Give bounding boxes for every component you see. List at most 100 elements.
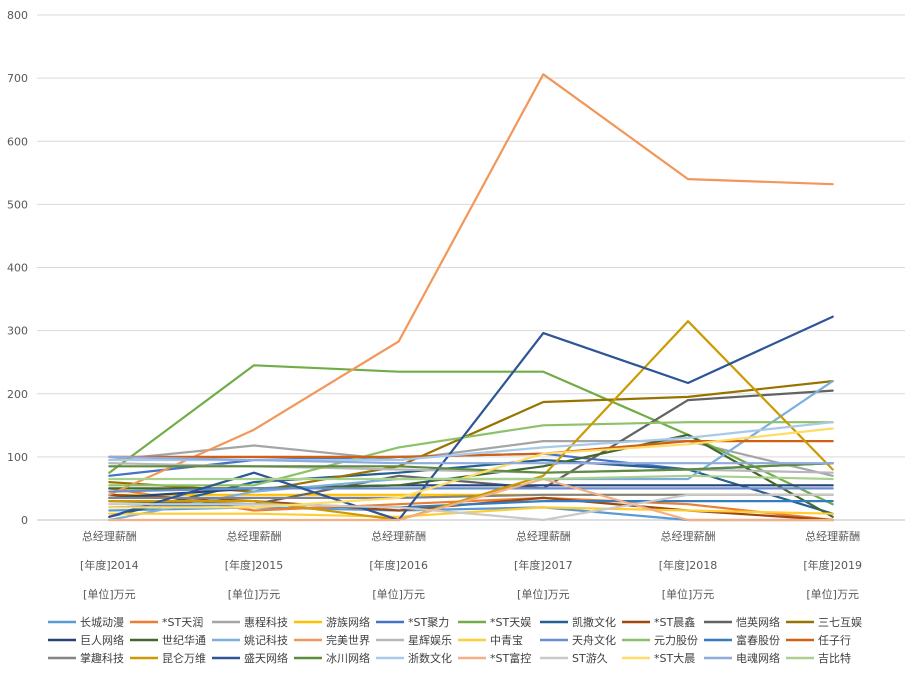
x-tick-label-year: [年度]2019 [803,558,862,572]
x-tick-label-line1: 总经理薪酬 [371,529,426,543]
series-line-26 [108,477,834,522]
x-tick-label-line1: 总经理薪酬 [516,529,571,543]
legend-label: 姚记科技 [244,633,288,647]
legend-item: 恺英网络 [704,615,780,629]
series-line-18 [108,421,834,487]
legend-label: *ST天娱 [490,615,531,629]
legend-item: 盛天网络 [212,651,288,665]
legend-label: *ST聚力 [408,616,449,629]
legend-label: 星辉娱乐 [408,633,452,647]
legend-item: 掌趣科技 [48,651,124,665]
legend-label: 天舟文化 [572,633,616,647]
series-line-28 [108,427,834,509]
legend-label: 凯撒文化 [572,615,616,629]
x-tick-label-unit: [单位]万元 [228,587,281,601]
legend-label: 盛天网络 [244,651,288,665]
y-tick-label: 500 [7,198,28,211]
legend-item: 三七互娱 [786,615,862,629]
legend-label: 长城动漫 [80,615,124,629]
legend-item: *ST天润 [130,615,203,629]
y-tick-label: 300 [7,325,28,338]
legend-item: 天舟文化 [540,633,616,647]
y-tick-label: 600 [7,135,28,148]
legend-label: 惠程科技 [244,615,288,629]
series-line-17 [108,487,834,493]
legend-label: 冰川网络 [326,651,370,665]
x-tick-label-line1: 总经理薪酬 [805,529,860,543]
legend-item: 元力股份 [622,634,698,647]
legend-item: ST游久 [540,652,608,665]
legend-label: 世纪华通 [162,633,206,647]
legend-item: 姚记科技 [212,633,288,647]
y-axis: 0 100 200 300 400 500 600 700 800 [7,9,28,527]
gridlines [37,14,905,521]
series-line-30 [108,474,834,481]
legend-label: *ST天润 [162,615,203,629]
legend-label: 任子行 [818,634,851,647]
legend-item: *ST天娱 [458,615,531,629]
x-tick-label-year: [年度]2018 [659,558,718,572]
x-tick-label-line1: 总经理薪酬 [661,529,716,543]
legend-item: *ST晨鑫 [622,615,695,629]
series-line-24 [108,462,834,474]
y-tick-label: 800 [7,9,28,22]
legend-label: 元力股份 [654,634,698,647]
legend-label: 巨人网络 [80,633,124,647]
x-tick-label-year: [年度]2015 [225,558,284,572]
y-tick-label: 100 [7,451,28,464]
series-line-16 [108,506,834,518]
x-tick-label-unit: [单位]万元 [83,587,136,601]
legend-label: 浙数文化 [408,651,452,665]
legend-label: 恺英网络 [736,615,780,629]
series-line-9 [108,389,834,506]
legend-item: 长城动漫 [48,615,124,629]
legend-label: ST游久 [572,652,608,665]
legend-item: 世纪华通 [130,633,206,647]
legend-item: 富春股份 [704,633,780,647]
legend-item: *ST大晨 [622,651,695,665]
x-tick-label-line1: 总经理薪酬 [82,529,137,543]
legend-item: 电魂网络 [704,651,780,665]
legend-item: 完美世界 [294,633,370,647]
legend-label: 完美世界 [326,633,370,647]
legend-label: 掌趣科技 [80,651,124,665]
legend-label: *ST富控 [490,651,531,665]
legend-item: 冰川网络 [294,651,370,665]
series-lines [108,73,834,522]
x-tick-label-unit: [单位]万元 [662,587,715,601]
legend-item: 吉比特 [786,651,851,665]
x-tick-label-unit: [单位]万元 [806,587,859,601]
legend-item: 昆仑万维 [130,651,206,665]
legend-label: *ST大晨 [654,651,695,665]
legend-item: *ST聚力 [376,616,449,629]
legend-item: 惠程科技 [212,615,288,629]
y-tick-label: 400 [7,262,28,275]
series-line-14 [108,73,834,496]
x-tick-label-year: [年度]2014 [80,558,139,572]
legend-label: 昆仑万维 [162,651,206,665]
x-tick-label-unit: [单位]万元 [372,587,425,601]
x-axis: 总经理薪酬[年度]2014[单位]万元总经理薪酬[年度]2015[单位]万元总经… [80,529,862,601]
x-tick-label-line1: 总经理薪酬 [227,529,282,543]
legend-item: 凯撒文化 [540,615,616,629]
legend-item: *ST富控 [458,651,531,665]
legend-label: 吉比特 [818,651,851,665]
legend-item: 星辉娱乐 [376,633,452,647]
x-tick-label-year: [年度]2016 [369,558,428,572]
x-tick-label-unit: [单位]万元 [517,587,570,601]
series-line-29 [108,455,834,465]
legend-label: 三七互娱 [818,615,862,629]
y-tick-label: 0 [21,514,28,527]
legend: 长城动漫 *ST天润 惠程科技 游族网络 *ST聚力 *ST天娱 凯撒文化 *ST晨鑫 恺英网络… [48,615,862,665]
x-tick-label-year: [年度]2017 [514,558,573,572]
series-line-27 [108,493,834,522]
series-line-6 [108,364,834,506]
legend-item: 中青宝 [458,633,523,647]
legend-item: 任子行 [786,634,851,647]
y-tick-label: 200 [7,388,28,401]
legend-item: 游族网络 [294,615,370,629]
legend-label: 电魂网络 [736,651,780,665]
y-tick-label: 700 [7,72,28,85]
legend-label: 游族网络 [326,615,370,629]
